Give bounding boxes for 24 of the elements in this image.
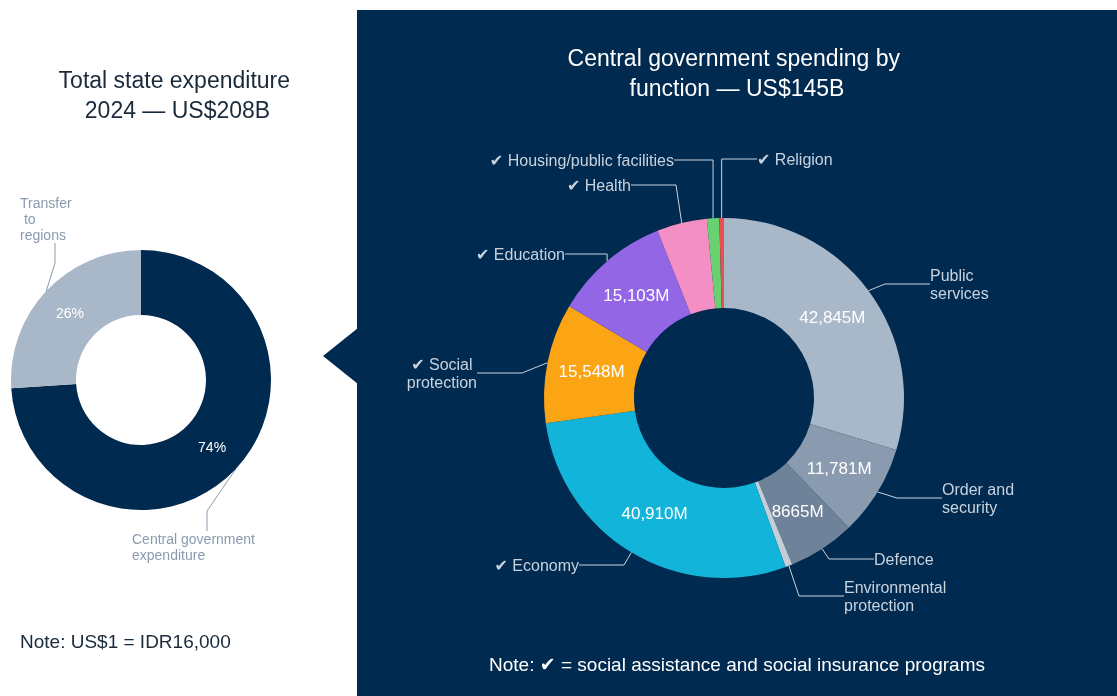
slice-label: Central government expenditure (132, 531, 259, 563)
data-label: 8665M (771, 501, 824, 521)
data-label: 42,845M (799, 307, 866, 327)
data-label: 11,781M (806, 458, 872, 478)
slice-label: Defence (874, 550, 934, 568)
slice-label: ✔ Economy (494, 556, 579, 574)
data-label: 40,910M (621, 504, 688, 524)
chart-title: Total state expenditure 2024 — US$208B (58, 67, 297, 123)
data-label: 26% (55, 305, 84, 322)
slice-label: ✔ Housing/public facilities (489, 151, 674, 169)
slice-label: Transfer to regions (20, 195, 72, 243)
slice-label: Order and security (942, 480, 1019, 516)
slice-label: ✔ Social protection (406, 355, 477, 391)
data-label: 74% (198, 438, 227, 455)
slice-label: ✔ Education (475, 245, 565, 263)
text: Note: US$1 = IDR16,000 (20, 631, 231, 652)
data-label: 15,548M (558, 362, 625, 382)
text: Note: ✔ = social assistance and social insurance programs (489, 654, 985, 675)
slice-label: Environmental protection (844, 578, 951, 614)
slice-label: Public services (930, 266, 989, 302)
slice-label: ✔ Health (566, 176, 631, 194)
slice-label: ✔ Religion (757, 150, 833, 168)
chart-title: Central government spending by function — US$145B (567, 45, 907, 101)
data-label: 15,103M (603, 285, 670, 305)
